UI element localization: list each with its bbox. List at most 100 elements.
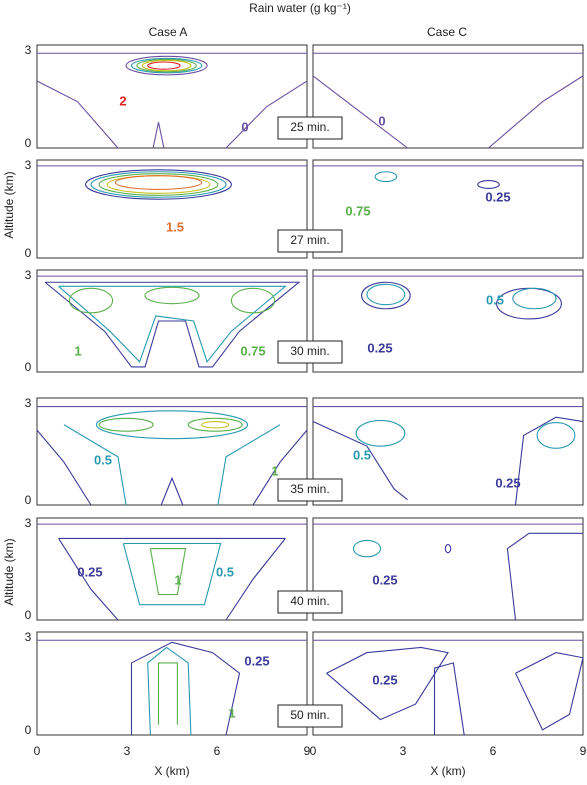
contour <box>149 548 187 596</box>
y-tick-label: 3 <box>25 516 32 530</box>
contour <box>506 532 583 621</box>
contour <box>488 75 584 149</box>
panel-frame <box>36 397 308 506</box>
time-label: 40 min. <box>290 594 329 608</box>
contour <box>58 285 287 363</box>
contour-label: 1.5 <box>166 219 184 234</box>
x-axis-label: X (km) <box>430 764 465 778</box>
contour-label: 0.5 <box>486 292 504 307</box>
time-box <box>277 116 343 140</box>
contour <box>98 173 219 196</box>
contour <box>141 59 192 72</box>
contour-label: 1 <box>228 705 235 720</box>
contour <box>536 422 576 449</box>
time-label: 50 min. <box>290 708 329 722</box>
panel-frame <box>312 397 584 506</box>
contour-label: 0 <box>241 119 248 134</box>
contour-label: 0.25 <box>77 564 102 579</box>
contour-label: 0.25 <box>485 189 510 204</box>
contour <box>374 171 398 183</box>
y-tick-label: 0 <box>25 608 32 622</box>
contour-label: 0.5 <box>94 452 112 467</box>
y-tick-label: 0 <box>25 246 32 260</box>
contour-label: 0.25 <box>367 340 392 355</box>
contour-label: 0 <box>378 113 385 128</box>
x-tick-label: 3 <box>400 744 407 758</box>
contour <box>44 281 301 368</box>
contour <box>366 283 406 306</box>
contour <box>230 287 276 314</box>
x-tick-label: 9 <box>304 744 311 758</box>
contour <box>433 662 465 736</box>
contour-label: 1 <box>74 343 81 358</box>
contour-label: 0.25 <box>244 653 269 668</box>
contour <box>98 417 154 432</box>
y-tick-label: 0 <box>25 136 32 150</box>
contour <box>58 538 119 621</box>
y-tick-label: 0 <box>25 723 32 737</box>
contour <box>225 80 308 149</box>
contour <box>444 543 452 554</box>
contour <box>187 417 243 432</box>
contour <box>512 287 557 310</box>
contour-label: 0.25 <box>372 672 397 687</box>
contour <box>114 175 203 190</box>
contour-label: 0.5 <box>353 447 371 462</box>
x-axis-label: X (km) <box>154 764 189 778</box>
contour <box>90 171 227 198</box>
contour-label: 0.25 <box>372 572 397 587</box>
contour <box>361 281 411 310</box>
time-box <box>277 340 343 364</box>
contour-label: 1 <box>174 572 181 587</box>
contour <box>144 286 200 305</box>
y-axis-label: Altitude (km) <box>2 171 16 238</box>
contour <box>201 420 230 429</box>
time-label: 30 min. <box>290 344 329 358</box>
x-tick-label: 0 <box>310 744 317 758</box>
y-tick-label: 3 <box>25 43 32 57</box>
contour <box>147 646 192 736</box>
y-tick-label: 3 <box>25 158 32 172</box>
x-tick-label: 6 <box>490 744 497 758</box>
time-box <box>277 478 343 502</box>
y-tick-label: 0 <box>25 360 32 374</box>
contour-label: 0.25 <box>495 475 520 490</box>
contour <box>352 539 382 558</box>
contour-label: 0.5 <box>216 564 234 579</box>
contour <box>514 416 584 506</box>
time-label: 27 min. <box>290 233 329 247</box>
contour <box>147 61 181 70</box>
time-box <box>277 704 343 728</box>
contour <box>152 122 165 149</box>
panel-frame <box>36 159 308 259</box>
contour <box>136 58 197 73</box>
contour-label: 0.75 <box>240 343 265 358</box>
contour <box>122 542 222 606</box>
column-header: Case A <box>149 25 188 39</box>
contour <box>36 80 119 149</box>
y-tick-label: 3 <box>25 268 32 282</box>
time-box <box>277 229 343 253</box>
contour <box>130 641 241 736</box>
time-label: 35 min. <box>290 482 329 496</box>
contour <box>68 287 114 314</box>
contour-label: 0.75 <box>345 203 370 218</box>
contour <box>515 652 584 731</box>
panel-frame <box>312 44 584 149</box>
panel-frame <box>36 517 308 621</box>
panel-frame <box>312 159 584 259</box>
contour <box>160 476 184 506</box>
contour <box>130 57 203 74</box>
y-axis-label: Altitude (km) <box>2 538 16 605</box>
y-tick-label: 0 <box>25 493 32 507</box>
panel-frame <box>312 517 584 621</box>
contour <box>125 55 208 76</box>
panel-frame <box>36 631 308 736</box>
time-box <box>277 590 343 614</box>
panel-frame <box>312 631 584 736</box>
contour <box>312 75 408 149</box>
panel-frame <box>312 269 584 373</box>
y-tick-label: 3 <box>25 630 32 644</box>
contour <box>477 180 500 189</box>
